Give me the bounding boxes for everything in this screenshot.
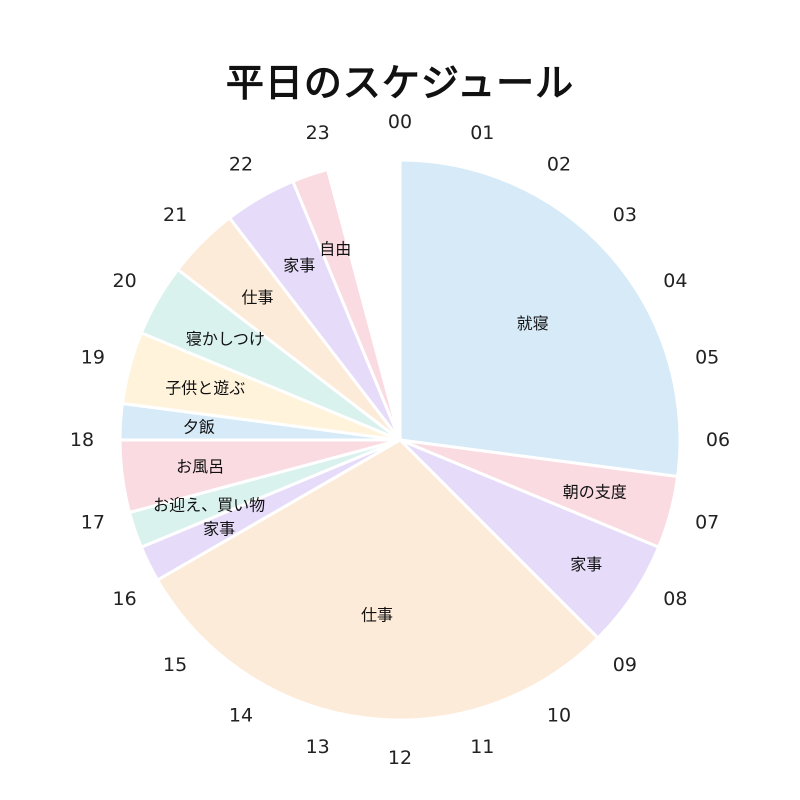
slice-label: お迎え、買い物 [153, 495, 265, 514]
slice-label: 朝の支度 [563, 483, 627, 502]
hour-label: 16 [113, 588, 137, 610]
hour-label: 17 [81, 511, 105, 533]
slice-label: 寝かしつけ [186, 330, 265, 349]
pie-slice [290, 167, 402, 441]
slice-label: 家事 [283, 256, 315, 275]
hour-label: 05 [695, 347, 719, 369]
hour-label: 07 [695, 511, 719, 533]
slice-label: 仕事 [361, 605, 393, 624]
pie-slice [398, 158, 682, 479]
hour-label: 12 [388, 747, 412, 769]
hour-label: 11 [470, 736, 494, 758]
hour-label: 15 [163, 654, 187, 676]
hour-label: 04 [663, 270, 687, 292]
hour-label: 06 [706, 429, 730, 451]
hour-label: 00 [388, 111, 412, 133]
slice-label: 子供と遊ぶ [165, 378, 245, 397]
slice-label: 自由 [319, 240, 351, 259]
hour-label: 23 [306, 122, 330, 144]
slice-label: 家事 [203, 520, 235, 539]
slice-label: 夕飯 [183, 417, 215, 436]
pie-slice [155, 438, 601, 722]
chart-title: 平日のスケジュール [225, 61, 575, 105]
hour-label: 14 [229, 704, 253, 726]
hour-label: 20 [113, 270, 137, 292]
hour-label: 10 [547, 704, 571, 726]
slice-label: 就寝 [517, 314, 549, 333]
hour-label: 03 [613, 204, 637, 226]
slice-label: 家事 [570, 555, 602, 574]
hour-label: 21 [163, 204, 187, 226]
slice-label: 仕事 [241, 288, 273, 307]
hour-label: 02 [547, 154, 571, 176]
hour-label: 09 [613, 654, 637, 676]
hour-label: 18 [70, 429, 94, 451]
hour-label: 13 [306, 736, 330, 758]
slice-label: お風呂 [176, 457, 224, 476]
hour-label: 08 [663, 588, 687, 610]
hour-label: 22 [229, 154, 253, 176]
hour-label: 01 [470, 122, 494, 144]
hour-labels: 00 01 02 03 04 05 06 07 08 09 10 11 12 13 14 15 16 17 18 19… [70, 111, 730, 769]
pie-slices [118, 158, 682, 722]
hour-label: 19 [81, 347, 105, 369]
